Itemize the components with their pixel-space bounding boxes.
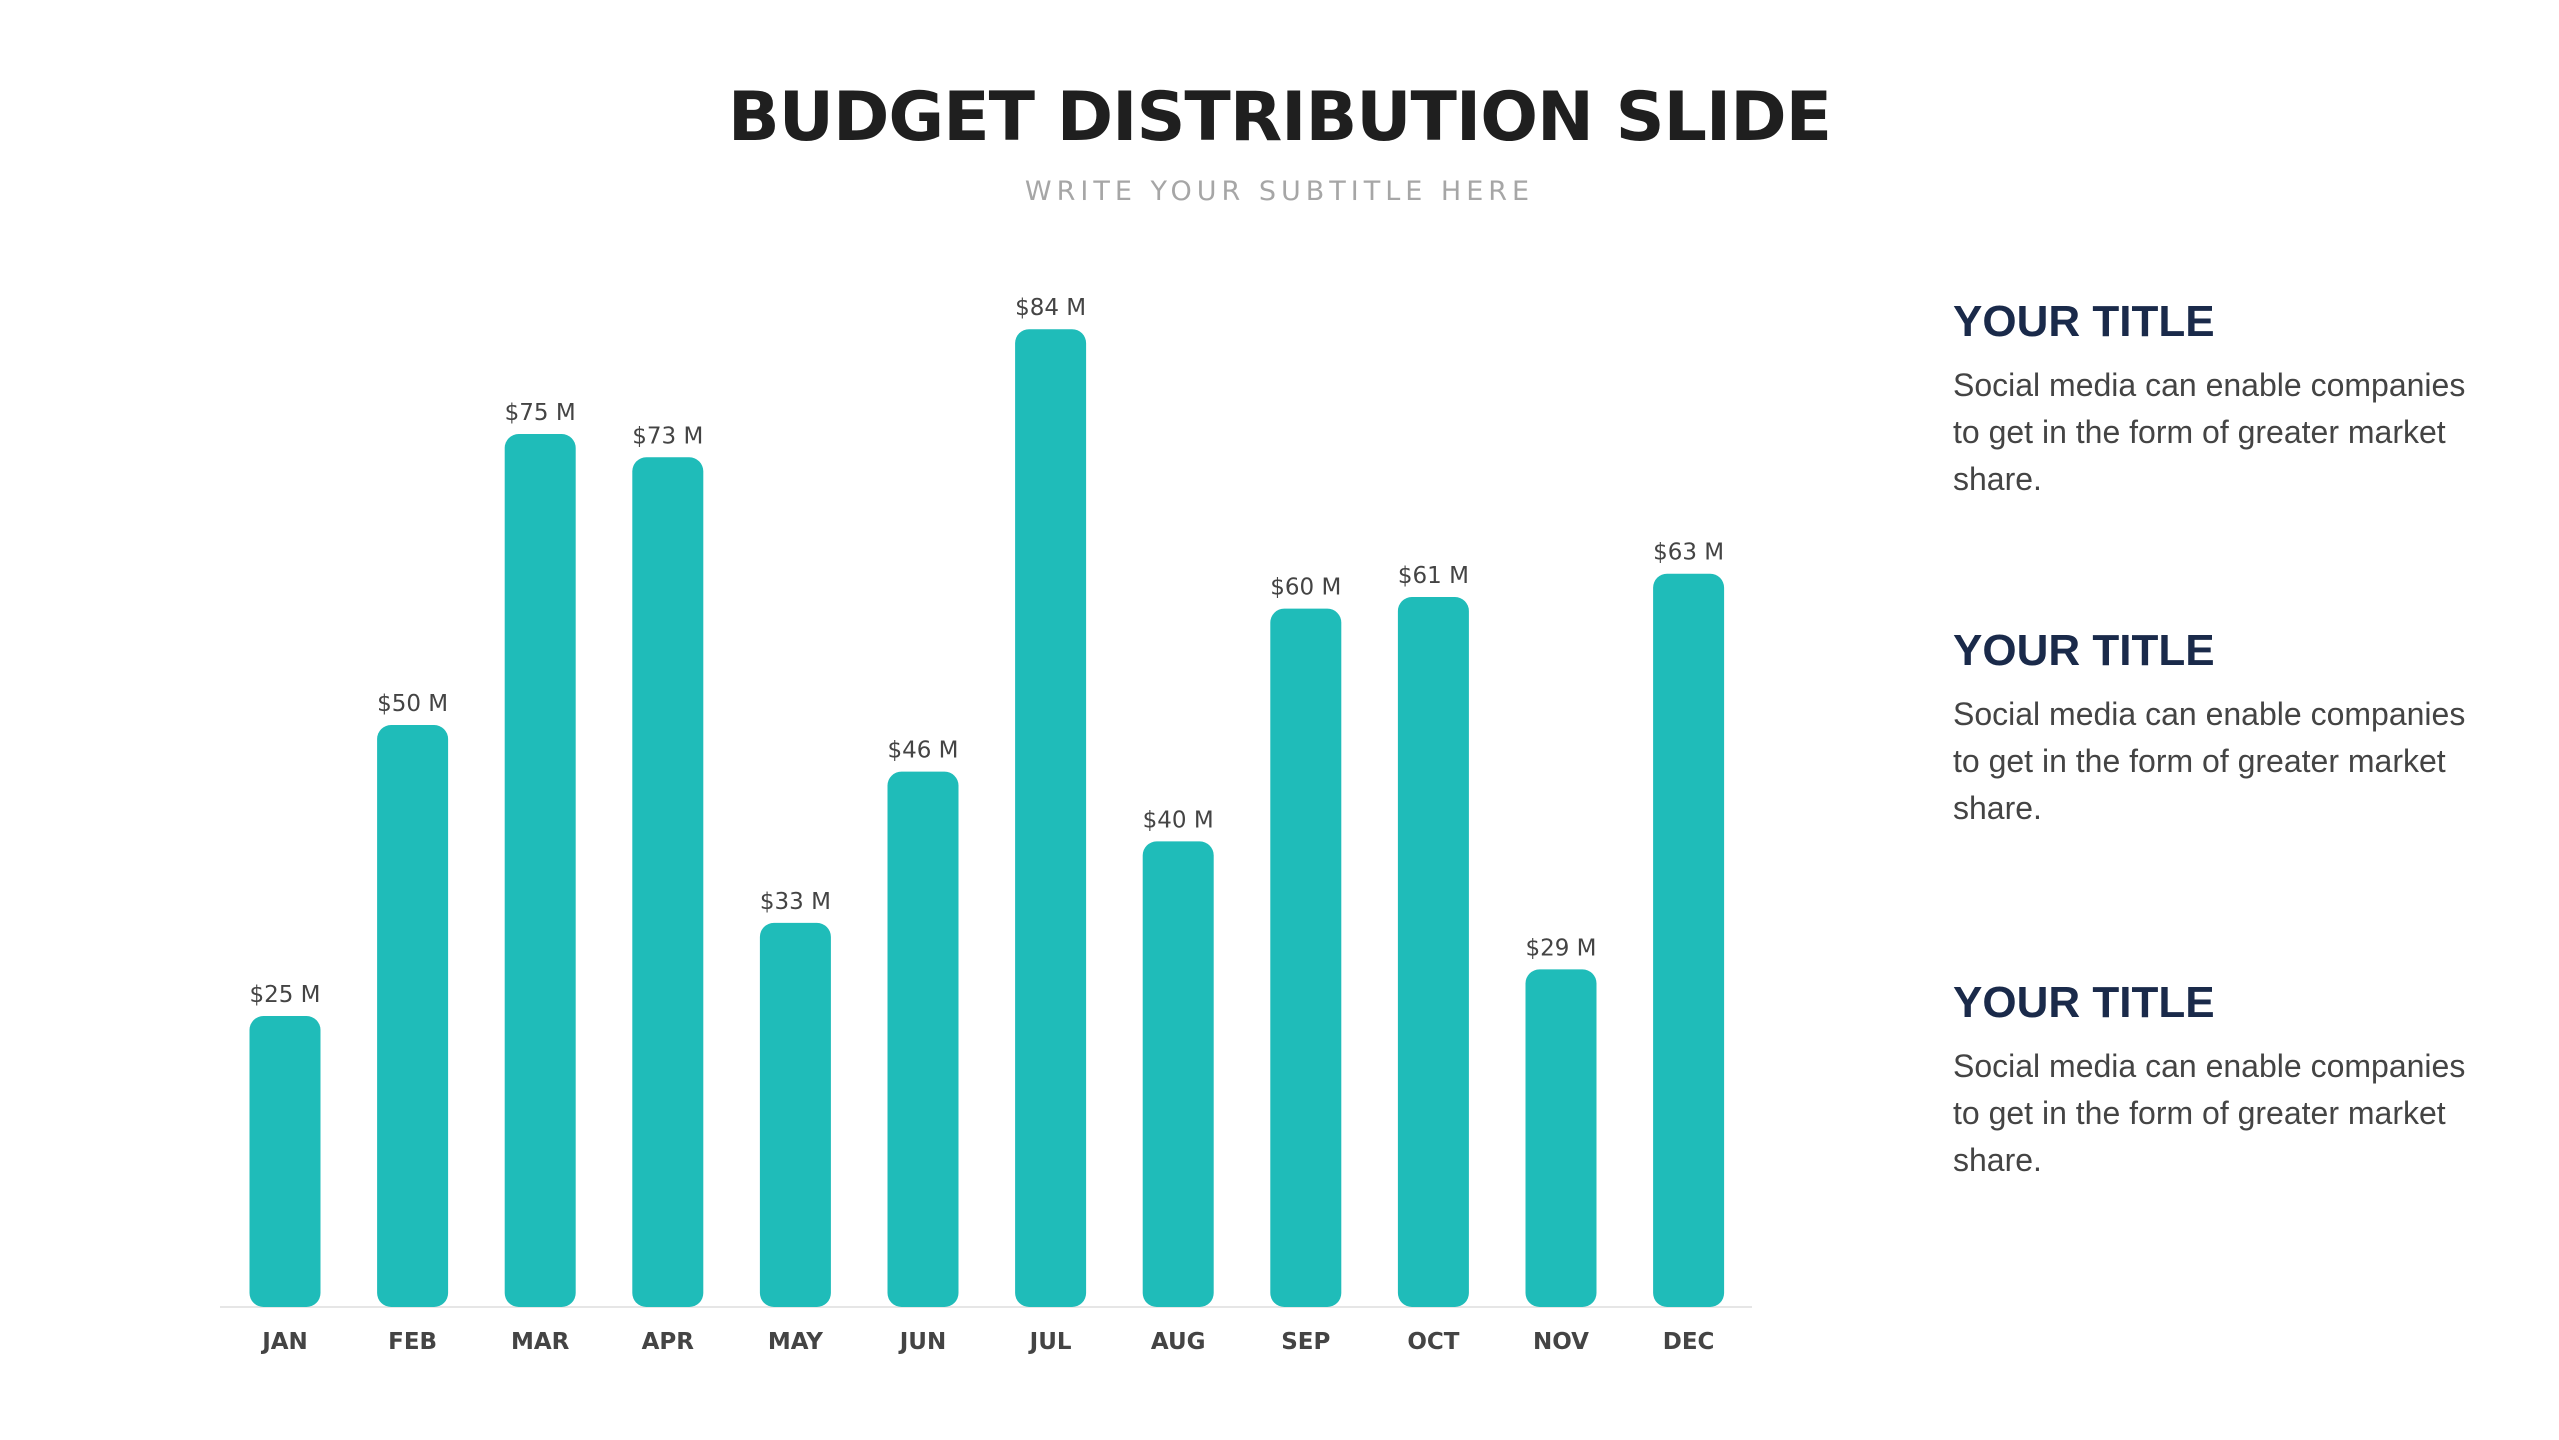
value-label-jul: $84 M	[1015, 295, 1086, 321]
month-label-mar: MAR	[511, 1329, 570, 1355]
info-block-text: Social media can enable companies to get…	[1953, 367, 2466, 498]
month-label-jul: JUL	[1028, 1329, 1072, 1355]
value-label-nov: $29 M	[1525, 935, 1596, 961]
month-label-may: MAY	[768, 1329, 823, 1355]
month-label-oct: OCT	[1407, 1329, 1459, 1355]
value-label-sep: $60 M	[1270, 575, 1341, 601]
value-label-oct: $61 M	[1398, 563, 1469, 589]
bar-chart: $25 M JAN $50 M FEB $75 M MAR $73 M APR $33 M MAY…	[220, 295, 1752, 1355]
month-label-feb: FEB	[388, 1329, 437, 1355]
bar-jan	[249, 1016, 321, 1307]
info-block-heading: YOUR TITLE	[1953, 978, 2215, 1027]
value-label-jan: $25 M	[249, 982, 320, 1008]
value-label-feb: $50 M	[377, 691, 448, 717]
info-block-text: Social media can enable companies to get…	[1953, 696, 2466, 827]
bar-may	[759, 922, 831, 1307]
slide-title: BUDGET DISTRIBUTION SLIDE	[727, 78, 1832, 157]
month-label-aug: AUG	[1151, 1329, 1206, 1355]
month-label-jun: JUN	[898, 1329, 946, 1355]
value-label-jun: $46 M	[887, 738, 958, 764]
month-label-sep: SEP	[1281, 1329, 1330, 1355]
bar-sep	[1270, 608, 1342, 1307]
bar-oct	[1397, 597, 1469, 1307]
value-label-mar: $75 M	[505, 400, 576, 426]
value-label-apr: $73 M	[632, 423, 703, 449]
info-block-text: Social media can enable companies to get…	[1953, 1048, 2466, 1179]
month-label-nov: NOV	[1533, 1329, 1589, 1355]
value-label-dec: $63 M	[1653, 540, 1724, 566]
month-label-dec: DEC	[1663, 1329, 1715, 1355]
bar-nov	[1525, 969, 1597, 1307]
info-block-1: YOUR TITLE Social media can enable compa…	[1953, 297, 2473, 503]
bar-dec	[1653, 573, 1725, 1307]
info-block-heading: YOUR TITLE	[1953, 626, 2215, 675]
value-label-aug: $40 M	[1143, 807, 1214, 833]
bar-mar	[504, 434, 576, 1307]
info-block-2: YOUR TITLE Social media can enable compa…	[1953, 626, 2473, 832]
month-label-jan: JAN	[260, 1329, 308, 1355]
month-label-apr: APR	[642, 1329, 695, 1355]
slide-subtitle: WRITE YOUR SUBTITLE HERE	[1024, 176, 1535, 207]
bar-feb	[377, 725, 449, 1307]
bar-jun	[887, 771, 959, 1307]
bar-apr	[632, 457, 704, 1307]
bar-jul	[1015, 329, 1087, 1307]
bar-aug	[1142, 841, 1214, 1307]
info-block-3: YOUR TITLE Social media can enable compa…	[1953, 978, 2473, 1184]
value-label-may: $33 M	[760, 889, 831, 915]
info-block-heading: YOUR TITLE	[1953, 297, 2215, 346]
